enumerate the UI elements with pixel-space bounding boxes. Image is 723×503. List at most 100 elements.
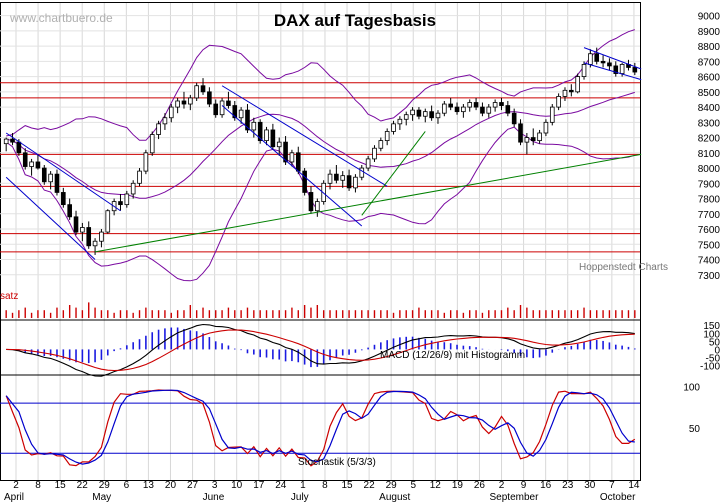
y-tick-label: 7700 xyxy=(698,210,721,221)
candle-body xyxy=(270,129,276,148)
candle-body xyxy=(384,131,390,142)
candle-body xyxy=(556,96,561,108)
stochastik-d-line xyxy=(5,389,635,465)
candle xyxy=(524,132,530,155)
candle-body xyxy=(257,121,263,142)
y-tick-label: 8800 xyxy=(698,42,721,53)
stochastik-k-line xyxy=(5,389,636,467)
candle xyxy=(308,186,314,214)
candle-body xyxy=(54,173,60,193)
candle xyxy=(340,171,346,188)
candle xyxy=(175,97,180,114)
candle xyxy=(86,221,92,249)
candle xyxy=(384,128,390,146)
candle-body xyxy=(524,137,530,143)
trend-line xyxy=(361,131,426,216)
candle-body xyxy=(22,152,28,167)
x-tick-label: 2 xyxy=(13,480,19,491)
candle-body xyxy=(289,152,295,163)
candle-body xyxy=(353,176,358,189)
candle-body xyxy=(137,170,142,184)
candle xyxy=(461,104,466,118)
candle xyxy=(581,61,587,80)
candle xyxy=(530,128,536,146)
candle xyxy=(207,87,212,108)
candle xyxy=(391,120,396,135)
x-tick-label: 2 xyxy=(499,480,505,491)
trend-lines-layer xyxy=(5,47,642,260)
candle-body xyxy=(403,114,409,120)
candle-body xyxy=(391,123,396,132)
candle xyxy=(537,129,542,144)
y-tick-label: 7300 xyxy=(698,271,721,282)
candle xyxy=(219,97,225,118)
candle-body xyxy=(473,102,479,108)
x-tick-label: 14 xyxy=(628,480,640,491)
candle xyxy=(569,84,574,97)
x-tick-label: 9 xyxy=(521,480,527,491)
candle xyxy=(315,198,320,217)
macd-y-tick: -100 xyxy=(700,362,720,373)
y-tick-label: 8000 xyxy=(698,164,721,175)
candle-body xyxy=(308,192,314,212)
month-label: September xyxy=(490,492,540,503)
candle-body xyxy=(302,170,307,193)
candle xyxy=(473,97,479,111)
candle xyxy=(632,62,638,76)
candle-body xyxy=(245,109,250,131)
trend-line xyxy=(94,153,642,253)
watermark: www.chartbuero.de xyxy=(9,11,113,25)
candle xyxy=(213,99,219,118)
candle-body xyxy=(372,147,377,160)
candle xyxy=(245,104,250,133)
candle-body xyxy=(143,152,149,172)
candle xyxy=(378,137,384,152)
candle xyxy=(105,209,111,234)
x-tick-label: 22 xyxy=(364,480,376,491)
candle xyxy=(429,105,434,121)
month-label: October xyxy=(600,492,636,503)
y-tick-label: 7500 xyxy=(698,240,721,251)
candle-body xyxy=(149,134,155,154)
candle xyxy=(181,91,187,109)
candle-body xyxy=(130,182,136,195)
x-tick-label: 8 xyxy=(322,480,328,491)
candle-body xyxy=(200,85,206,93)
candle-body xyxy=(194,85,199,99)
candle-body xyxy=(549,106,555,123)
candle-body xyxy=(67,204,72,218)
candle-body xyxy=(175,100,180,108)
candle-body xyxy=(480,106,485,114)
x-tick-label: 10 xyxy=(231,480,243,491)
candle-body xyxy=(575,76,580,93)
candle xyxy=(575,73,580,94)
candle xyxy=(238,107,244,124)
y-tick-label: 7600 xyxy=(698,225,721,236)
candle-body xyxy=(188,97,193,105)
candle xyxy=(613,61,619,77)
candle-body xyxy=(600,60,606,64)
y-tick-label: 7400 xyxy=(698,256,721,267)
candle xyxy=(505,100,511,117)
candle-body xyxy=(80,227,85,233)
candle xyxy=(149,131,155,156)
candle xyxy=(359,165,365,181)
candle xyxy=(480,102,485,117)
candle xyxy=(448,97,453,111)
horizontal-lines-layer xyxy=(0,82,640,253)
month-label: April xyxy=(4,492,24,503)
x-tick-label: 7 xyxy=(609,480,615,491)
candle xyxy=(422,108,428,123)
volume-layer xyxy=(5,302,636,318)
candle xyxy=(346,169,352,191)
source-label: Hoppenstedt Charts xyxy=(579,262,668,273)
candle xyxy=(416,107,422,120)
candle-body xyxy=(448,103,453,108)
y-tick-label: 7800 xyxy=(698,195,721,206)
candle xyxy=(130,180,136,199)
x-tick-label: 20 xyxy=(165,480,177,491)
y-tick-label: 8100 xyxy=(698,149,721,160)
candle-body xyxy=(340,175,346,181)
candle xyxy=(302,168,307,196)
candle xyxy=(353,174,358,193)
